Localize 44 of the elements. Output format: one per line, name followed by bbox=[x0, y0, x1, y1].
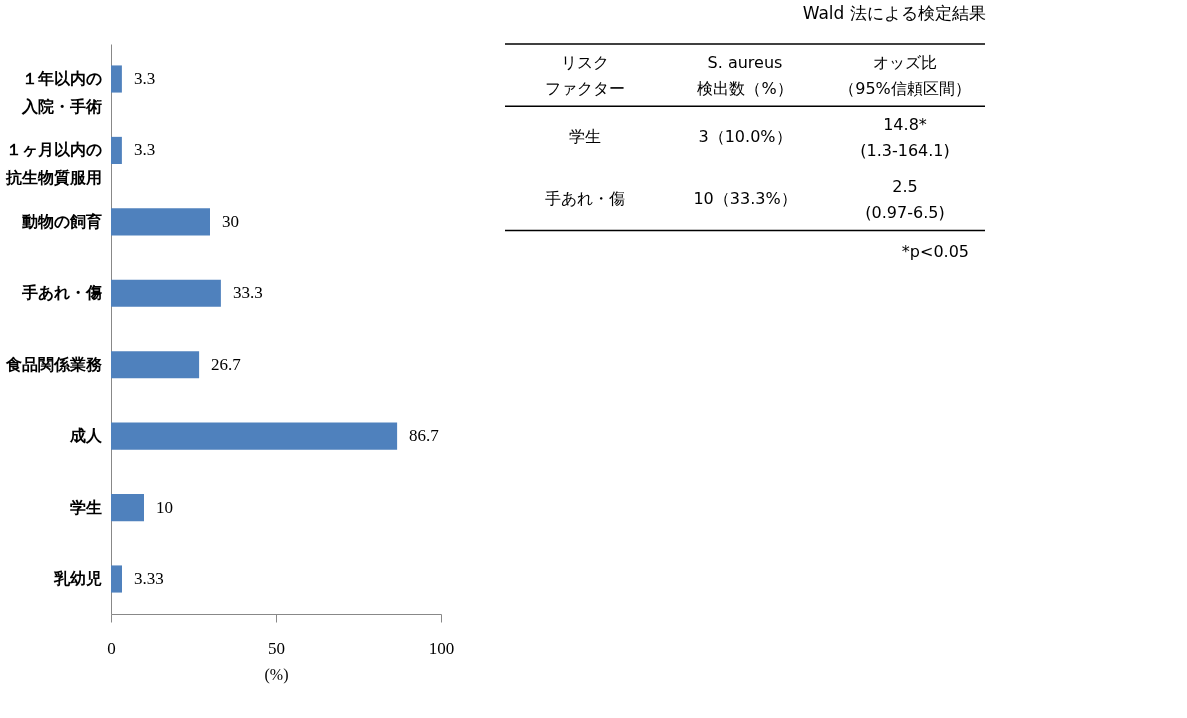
data-label: 33.3 bbox=[232, 283, 263, 303]
x-tick-label: 100 bbox=[428, 638, 455, 658]
data-label: 26.7 bbox=[211, 354, 242, 374]
y-tick-label: 動物の飼育 bbox=[20, 211, 102, 231]
text: 3（10.0%） bbox=[698, 127, 792, 147]
text: 10（33.3%） bbox=[693, 189, 797, 209]
data-label: 3.33 bbox=[133, 569, 164, 588]
bar bbox=[111, 208, 210, 236]
text: （95%信頼区間） bbox=[839, 78, 971, 98]
bar bbox=[111, 136, 122, 164]
y-tick-label: １年以内の入院・手術 bbox=[20, 69, 102, 116]
data-label: 10 bbox=[156, 497, 173, 517]
text: オッズ比 bbox=[873, 52, 937, 72]
y-tick-label: 手あれ・傷 bbox=[20, 283, 102, 303]
bar bbox=[111, 494, 144, 522]
text: リスク bbox=[561, 52, 609, 72]
text: *p<0.05 bbox=[901, 242, 969, 262]
y-tick-label: 成人 bbox=[68, 426, 103, 446]
bar bbox=[111, 351, 200, 379]
bar bbox=[111, 422, 398, 450]
text: (1.3-164.1) bbox=[860, 140, 950, 160]
y-tick-label: １ヶ月以内の抗生物質服用 bbox=[4, 140, 102, 188]
text: Wald 法による検定結果 bbox=[802, 3, 986, 24]
y-tick-label: 食品関係業務 bbox=[4, 354, 103, 374]
text: (0.97-6.5) bbox=[865, 203, 945, 223]
y-tick-label: 学生 bbox=[69, 497, 102, 517]
bar bbox=[111, 565, 122, 593]
text: 手あれ・傷 bbox=[545, 189, 625, 209]
data-label: 30 bbox=[222, 211, 239, 231]
data-label: 86.7 bbox=[409, 426, 440, 446]
x-tick-label: 0 bbox=[107, 638, 116, 658]
y-tick-label: 乳幼児 bbox=[52, 569, 102, 588]
data-label: 3.3 bbox=[133, 140, 156, 160]
text: 検出数（%） bbox=[697, 78, 793, 98]
data-label: 3.3 bbox=[133, 69, 156, 88]
text: 学生 bbox=[569, 127, 601, 147]
text: 14.8* bbox=[883, 114, 927, 134]
text: ファクター bbox=[545, 78, 625, 98]
x-tick-label: 50 bbox=[268, 638, 285, 658]
bar bbox=[111, 65, 122, 93]
x-axis-title: (%) bbox=[264, 665, 289, 684]
text: S. aureus bbox=[707, 52, 783, 72]
text: 2.5 bbox=[892, 176, 918, 196]
bar bbox=[111, 279, 221, 307]
